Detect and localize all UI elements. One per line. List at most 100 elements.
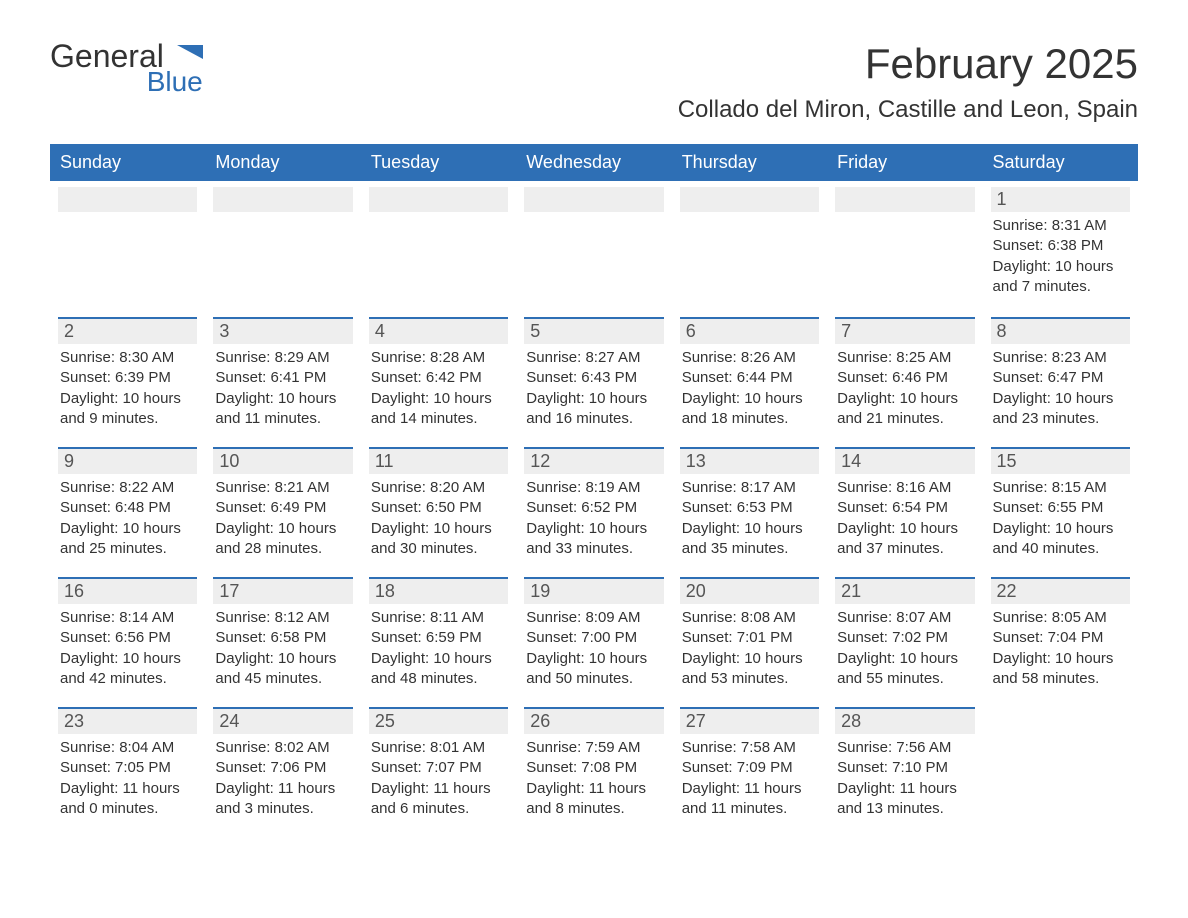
day-cell <box>516 181 671 311</box>
empty-day-bar <box>835 187 974 212</box>
day-info: Sunrise: 8:19 AMSunset: 6:52 PMDaylight:… <box>524 478 663 559</box>
week-row: 1 Sunrise: 8:31 AMSunset: 6:38 PMDaylight… <box>50 181 1138 311</box>
day-cell: 22 Sunrise: 8:05 AMSunset: 7:04 PMDayligh… <box>983 571 1138 701</box>
day-cell: 17 Sunrise: 8:12 AMSunset: 6:58 PMDayligh… <box>205 571 360 701</box>
day-cell: 2 Sunrise: 8:30 AMSunset: 6:39 PMDaylight… <box>50 311 205 441</box>
day-number: 4 <box>369 317 508 344</box>
col-monday: Monday <box>205 144 360 181</box>
day-number: 16 <box>58 577 197 604</box>
col-wednesday: Wednesday <box>516 144 671 181</box>
empty-day-bar <box>213 187 352 212</box>
empty-day-bar <box>369 187 508 212</box>
week-row: 2 Sunrise: 8:30 AMSunset: 6:39 PMDaylight… <box>50 311 1138 441</box>
day-info: Sunrise: 8:31 AMSunset: 6:38 PMDaylight:… <box>991 216 1130 297</box>
day-info: Sunrise: 8:27 AMSunset: 6:43 PMDaylight:… <box>524 348 663 429</box>
day-info: Sunrise: 8:22 AMSunset: 6:48 PMDaylight:… <box>58 478 197 559</box>
day-number: 5 <box>524 317 663 344</box>
day-number: 19 <box>524 577 663 604</box>
day-info: Sunrise: 8:29 AMSunset: 6:41 PMDaylight:… <box>213 348 352 429</box>
day-cell: 23Sunrise: 8:04 AMSunset: 7:05 PMDayligh… <box>50 701 205 831</box>
week-row: 16 Sunrise: 8:14 AMSunset: 6:56 PMDayligh… <box>50 571 1138 701</box>
day-info: Sunrise: 8:07 AMSunset: 7:02 PMDaylight:… <box>835 608 974 689</box>
day-info: Sunrise: 7:56 AMSunset: 7:10 PMDaylight:… <box>835 738 974 819</box>
day-cell: 15Sunrise: 8:15 AMSunset: 6:55 PMDayligh… <box>983 441 1138 571</box>
day-cell: 5 Sunrise: 8:27 AMSunset: 6:43 PMDaylight… <box>516 311 671 441</box>
day-number: 11 <box>369 447 508 474</box>
day-number: 1 <box>991 187 1130 212</box>
day-cell: 9 Sunrise: 8:22 AMSunset: 6:48 PMDaylight… <box>50 441 205 571</box>
day-cell: 7Sunrise: 8:25 AMSunset: 6:46 PMDaylight… <box>827 311 982 441</box>
day-number: 22 <box>991 577 1130 604</box>
day-info: Sunrise: 8:12 AMSunset: 6:58 PMDaylight:… <box>213 608 352 689</box>
day-info: Sunrise: 8:25 AMSunset: 6:46 PMDaylight:… <box>835 348 974 429</box>
day-info: Sunrise: 8:14 AMSunset: 6:56 PMDaylight:… <box>58 608 197 689</box>
day-cell: 21Sunrise: 8:07 AMSunset: 7:02 PMDayligh… <box>827 571 982 701</box>
day-cell: 10 Sunrise: 8:21 AMSunset: 6:49 PMDayligh… <box>205 441 360 571</box>
day-cell: 26 Sunrise: 7:59 AMSunset: 7:08 PMDayligh… <box>516 701 671 831</box>
day-number: 14 <box>835 447 974 474</box>
col-thursday: Thursday <box>672 144 827 181</box>
empty-day-bar <box>58 187 197 212</box>
day-cell: 6 Sunrise: 8:26 AMSunset: 6:44 PMDaylight… <box>672 311 827 441</box>
day-info: Sunrise: 8:08 AMSunset: 7:01 PMDaylight:… <box>680 608 819 689</box>
day-number: 2 <box>58 317 197 344</box>
day-info: Sunrise: 8:16 AMSunset: 6:54 PMDaylight:… <box>835 478 974 559</box>
day-number: 12 <box>524 447 663 474</box>
calendar-body: 1 Sunrise: 8:31 AMSunset: 6:38 PMDaylight… <box>50 181 1138 831</box>
day-info: Sunrise: 8:17 AMSunset: 6:53 PMDaylight:… <box>680 478 819 559</box>
day-number: 13 <box>680 447 819 474</box>
day-cell: 16 Sunrise: 8:14 AMSunset: 6:56 PMDayligh… <box>50 571 205 701</box>
month-title: February 2025 <box>678 40 1138 88</box>
day-info: Sunrise: 8:26 AMSunset: 6:44 PMDaylight:… <box>680 348 819 429</box>
day-cell: 20 Sunrise: 8:08 AMSunset: 7:01 PMDayligh… <box>672 571 827 701</box>
logo: General Blue <box>50 40 203 96</box>
col-saturday: Saturday <box>983 144 1138 181</box>
day-cell: 27 Sunrise: 7:58 AMSunset: 7:09 PMDayligh… <box>672 701 827 831</box>
header: General Blue February 2025 Collado del M… <box>50 40 1138 124</box>
day-number: 17 <box>213 577 352 604</box>
day-info: Sunrise: 7:59 AMSunset: 7:08 PMDaylight:… <box>524 738 663 819</box>
day-cell: 4 Sunrise: 8:28 AMSunset: 6:42 PMDaylight… <box>361 311 516 441</box>
day-number: 6 <box>680 317 819 344</box>
day-cell: 3Sunrise: 8:29 AMSunset: 6:41 PMDaylight… <box>205 311 360 441</box>
week-row: 9 Sunrise: 8:22 AMSunset: 6:48 PMDaylight… <box>50 441 1138 571</box>
day-info: Sunrise: 8:30 AMSunset: 6:39 PMDaylight:… <box>58 348 197 429</box>
week-row: 23Sunrise: 8:04 AMSunset: 7:05 PMDayligh… <box>50 701 1138 831</box>
day-number: 26 <box>524 707 663 734</box>
day-info: Sunrise: 8:15 AMSunset: 6:55 PMDaylight:… <box>991 478 1130 559</box>
empty-day-bar <box>524 187 663 212</box>
day-number: 28 <box>835 707 974 734</box>
day-info: Sunrise: 8:09 AMSunset: 7:00 PMDaylight:… <box>524 608 663 689</box>
day-number: 24 <box>213 707 352 734</box>
day-cell: 18Sunrise: 8:11 AMSunset: 6:59 PMDayligh… <box>361 571 516 701</box>
day-number: 9 <box>58 447 197 474</box>
day-cell <box>205 181 360 311</box>
day-cell: 14 Sunrise: 8:16 AMSunset: 6:54 PMDayligh… <box>827 441 982 571</box>
day-info: Sunrise: 8:28 AMSunset: 6:42 PMDaylight:… <box>369 348 508 429</box>
col-sunday: Sunday <box>50 144 205 181</box>
day-cell <box>672 181 827 311</box>
day-number: 25 <box>369 707 508 734</box>
day-number: 27 <box>680 707 819 734</box>
day-cell: 12 Sunrise: 8:19 AMSunset: 6:52 PMDayligh… <box>516 441 671 571</box>
day-info: Sunrise: 8:20 AMSunset: 6:50 PMDaylight:… <box>369 478 508 559</box>
logo-text: General Blue <box>50 40 203 96</box>
day-number: 20 <box>680 577 819 604</box>
day-info: Sunrise: 7:58 AMSunset: 7:09 PMDaylight:… <box>680 738 819 819</box>
day-info: Sunrise: 8:04 AMSunset: 7:05 PMDaylight:… <box>58 738 197 819</box>
logo-flag-icon <box>177 45 203 67</box>
day-cell: 11 Sunrise: 8:20 AMSunset: 6:50 PMDayligh… <box>361 441 516 571</box>
day-cell: 24Sunrise: 8:02 AMSunset: 7:06 PMDayligh… <box>205 701 360 831</box>
day-info: Sunrise: 8:05 AMSunset: 7:04 PMDaylight:… <box>991 608 1130 689</box>
location: Collado del Miron, Castille and Leon, Sp… <box>678 96 1138 124</box>
day-cell <box>50 181 205 311</box>
calendar-table: Sunday Monday Tuesday Wednesday Thursday… <box>50 144 1138 831</box>
weekday-header-row: Sunday Monday Tuesday Wednesday Thursday… <box>50 144 1138 181</box>
day-cell <box>827 181 982 311</box>
day-cell: 1 Sunrise: 8:31 AMSunset: 6:38 PMDaylight… <box>983 181 1138 311</box>
day-cell: 19 Sunrise: 8:09 AMSunset: 7:00 PMDayligh… <box>516 571 671 701</box>
day-info: Sunrise: 8:01 AMSunset: 7:07 PMDaylight:… <box>369 738 508 819</box>
day-number: 10 <box>213 447 352 474</box>
day-info: Sunrise: 8:11 AMSunset: 6:59 PMDaylight:… <box>369 608 508 689</box>
day-info: Sunrise: 8:21 AMSunset: 6:49 PMDaylight:… <box>213 478 352 559</box>
